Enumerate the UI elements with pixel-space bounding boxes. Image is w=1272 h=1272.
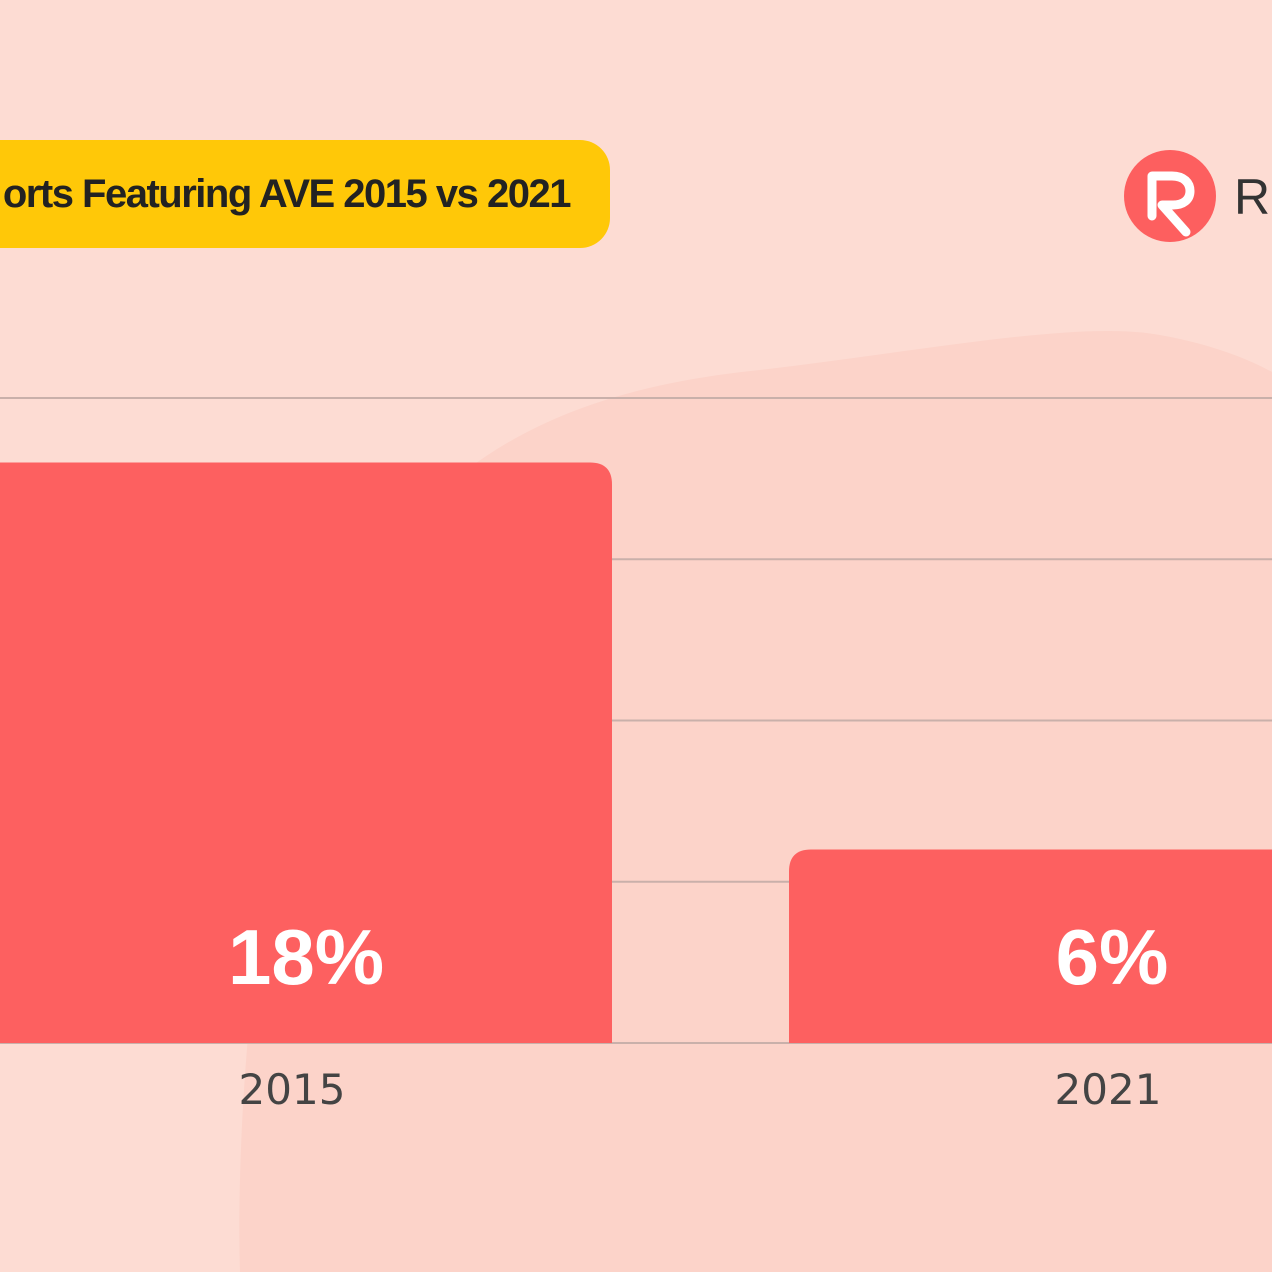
bar-2015 [0,462,612,1043]
brand-logo: Re [1124,150,1272,246]
bar-2021 [789,849,1272,1043]
value-label-2015: 18% [228,913,384,1001]
x-tick-label-2015: 2015 [239,1065,346,1114]
labels: 18% 2015 6% 2021 [228,913,1168,1114]
chart-title: orts Featuring AVE 2015 vs 2021 [2,172,572,216]
logo-r-icon [1124,150,1216,242]
logo-wordmark: Re [1234,169,1272,225]
bars [0,462,1272,1043]
chart-title-badge: orts Featuring AVE 2015 vs 2021 [0,140,610,248]
value-label-2021: 6% [1056,913,1169,1001]
x-tick-label-2021: 2021 [1055,1065,1162,1114]
